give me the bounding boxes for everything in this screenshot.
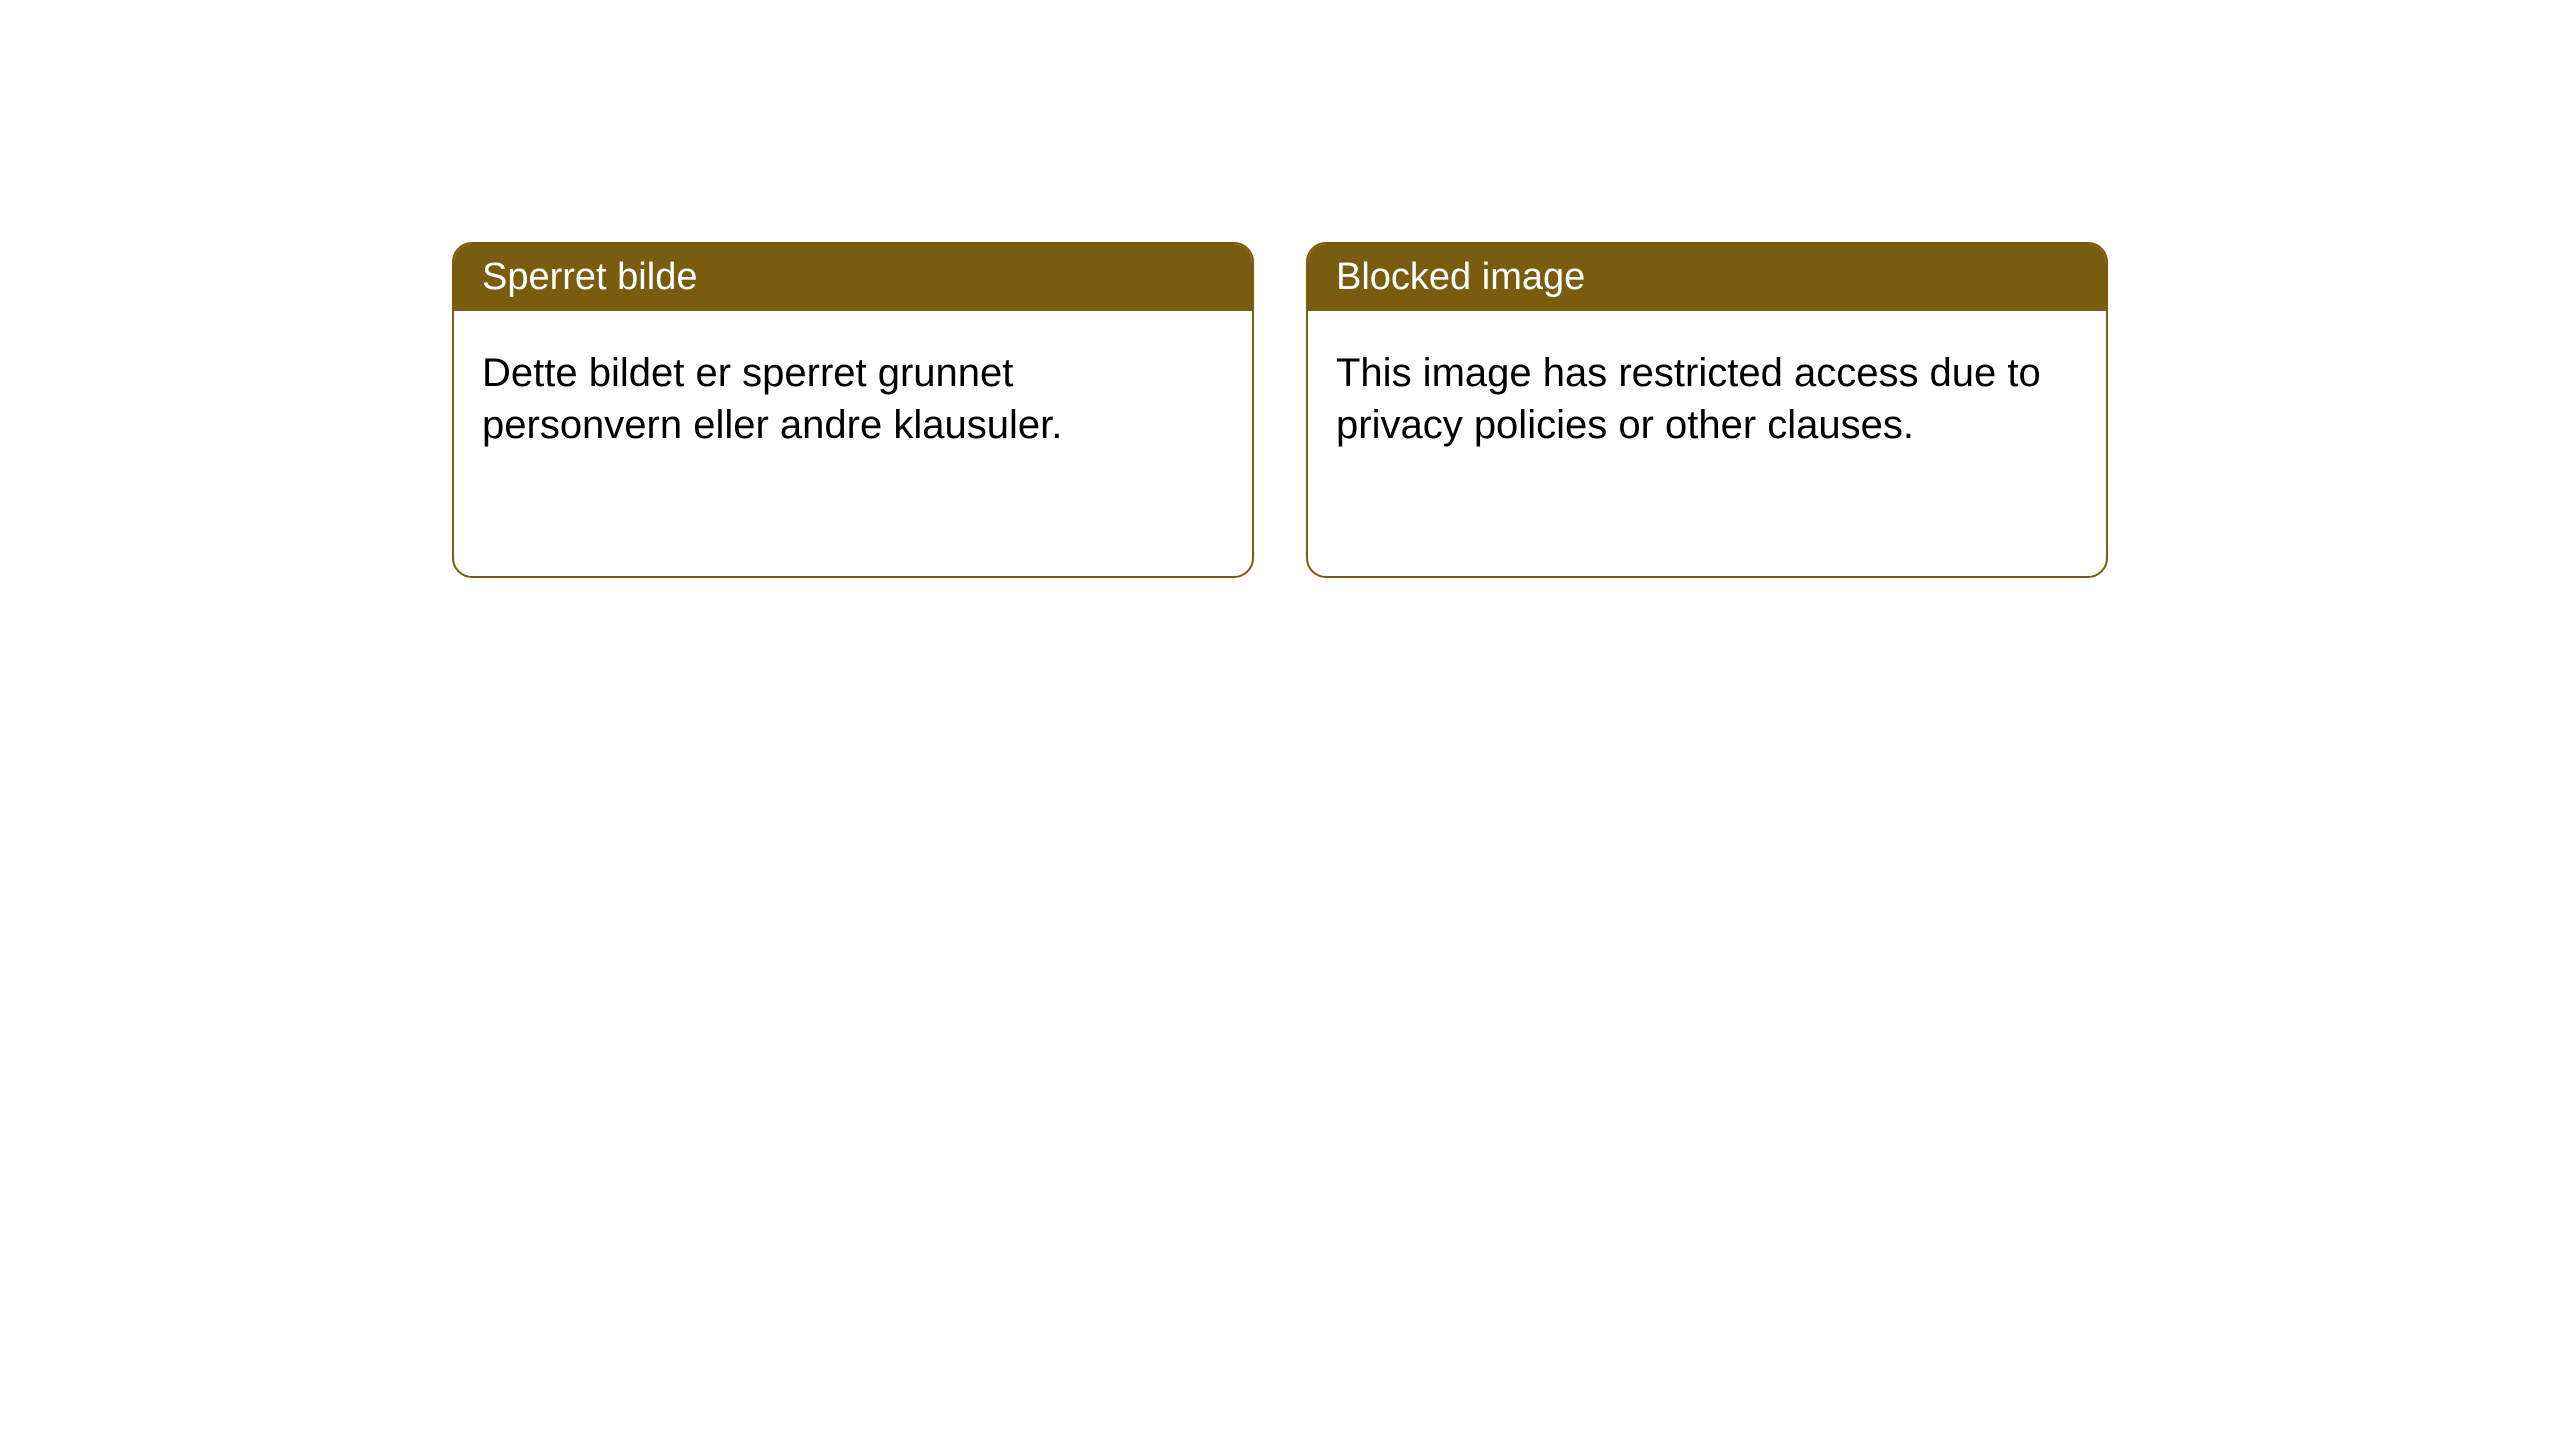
- card-body: This image has restricted access due to …: [1308, 311, 2106, 487]
- card-body: Dette bildet er sperret grunnet personve…: [454, 311, 1252, 487]
- card-header: Sperret bilde: [454, 244, 1252, 311]
- notice-card-english: Blocked image This image has restricted …: [1306, 242, 2108, 578]
- notice-card-norwegian: Sperret bilde Dette bildet er sperret gr…: [452, 242, 1254, 578]
- notice-container: Sperret bilde Dette bildet er sperret gr…: [0, 0, 2560, 578]
- card-header: Blocked image: [1308, 244, 2106, 311]
